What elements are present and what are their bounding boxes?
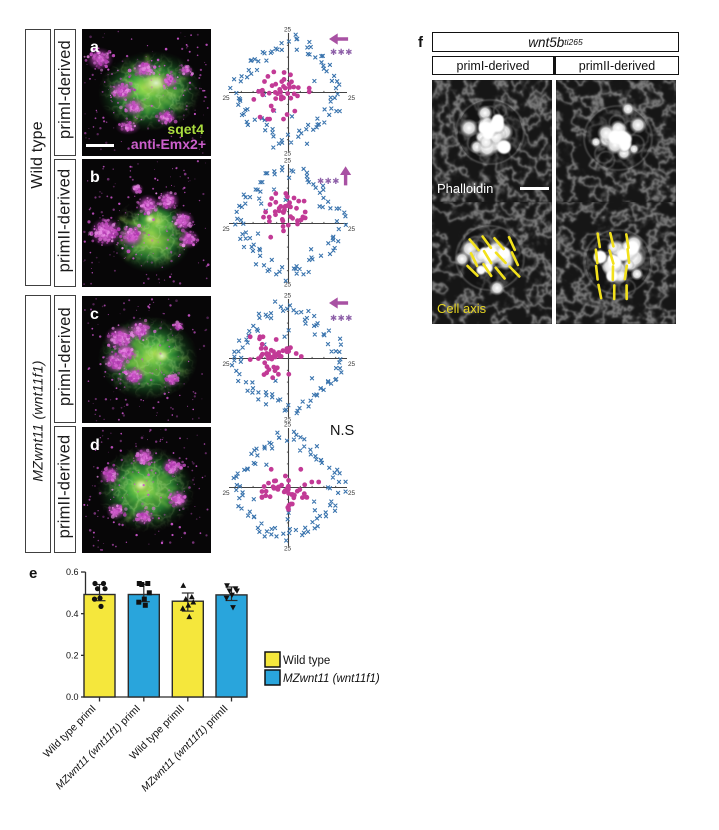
svg-text:25: 25: [348, 226, 356, 233]
svg-text:0.6: 0.6: [66, 567, 79, 577]
svg-text:MZwnt11 (wnt11f1) primII: MZwnt11 (wnt11f1) primII: [139, 703, 231, 795]
svg-text:0.2: 0.2: [66, 651, 79, 661]
svg-text:25: 25: [223, 361, 231, 368]
svg-text:25: 25: [348, 95, 356, 102]
svg-text:sqet4: sqet4: [167, 121, 204, 137]
svg-text:25: 25: [223, 226, 231, 233]
svg-text:b: b: [90, 169, 100, 186]
svg-text:25: 25: [284, 546, 292, 553]
svg-text:25: 25: [223, 490, 231, 497]
svg-text:MZwnt11 (wnt11f1) primI: MZwnt11 (wnt11f1) primI: [53, 703, 142, 792]
svg-text:✱✱✱: ✱✱✱: [330, 313, 353, 323]
svg-text:25: 25: [284, 158, 292, 165]
svg-text:25: 25: [223, 95, 231, 102]
svg-text:25: 25: [284, 293, 292, 300]
svg-text:0.0: 0.0: [66, 692, 79, 702]
svg-text:25: 25: [284, 151, 292, 158]
svg-text:MZwnt11 (wnt11f1): MZwnt11 (wnt11f1): [283, 673, 380, 685]
svg-text:0.4: 0.4: [66, 609, 79, 619]
svg-text:anti-Emx2+: anti-Emx2+: [131, 136, 206, 152]
svg-text:c: c: [90, 306, 99, 323]
svg-text:a: a: [90, 39, 99, 56]
svg-text:25: 25: [284, 417, 292, 424]
svg-text:Phalloidin: Phalloidin: [437, 181, 493, 196]
svg-text:Cell axis: Cell axis: [437, 301, 487, 316]
svg-text:25: 25: [284, 282, 292, 289]
svg-text:25: 25: [348, 490, 356, 497]
svg-text:Wild type: Wild type: [283, 655, 330, 667]
svg-text:25: 25: [284, 27, 292, 34]
svg-text:25: 25: [284, 422, 292, 429]
svg-text:25: 25: [348, 361, 356, 368]
svg-text:N.S: N.S: [330, 423, 354, 439]
svg-text:✱✱✱: ✱✱✱: [330, 47, 353, 57]
svg-text:d: d: [90, 437, 100, 454]
svg-text:✱✱✱: ✱✱✱: [317, 176, 340, 186]
